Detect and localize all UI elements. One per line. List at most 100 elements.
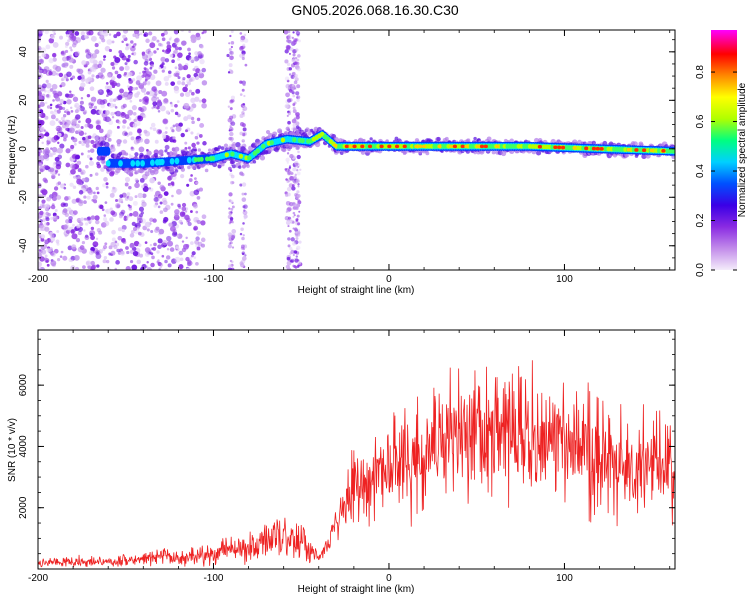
streak-dot	[291, 201, 297, 207]
ridge-halo	[305, 127, 310, 132]
noise-dot	[151, 86, 157, 92]
streak-dot	[296, 190, 300, 194]
noise-dot	[52, 30, 56, 33]
streak-dot	[293, 214, 296, 217]
colorbar-tick-label: 0.2	[695, 213, 706, 227]
noise-dot	[110, 111, 115, 116]
ridge-halo	[272, 131, 278, 137]
noise-dot	[114, 56, 121, 63]
streak-dot	[289, 154, 294, 159]
ridge-halo	[132, 167, 137, 172]
streak-dot	[297, 166, 300, 169]
noise-dot	[132, 211, 139, 217]
noise-dot	[190, 210, 193, 213]
noise-dot	[138, 243, 142, 247]
noise-dot	[153, 204, 157, 208]
noise-dot	[81, 241, 86, 245]
noise-dot	[77, 231, 82, 236]
noise-dot	[184, 210, 188, 213]
streak-dot	[296, 171, 301, 176]
noise-dot	[89, 173, 93, 177]
noise-dot	[107, 137, 112, 142]
ridge-halo	[204, 168, 209, 173]
noise-dot	[157, 259, 160, 262]
noise-dot	[149, 217, 154, 223]
noise-dot	[162, 200, 168, 206]
colorbar: 0.0 0.2 0.4 0.6 0.8 Normalized spectral ampl…	[695, 30, 748, 277]
noise-dot	[89, 66, 95, 72]
noise-dot	[59, 255, 63, 258]
noise-dot	[132, 43, 137, 47]
noise-dot	[187, 81, 192, 86]
ridge-halo	[295, 145, 300, 151]
noise-dot	[110, 250, 116, 256]
noise-dot	[138, 213, 144, 218]
noise-dot	[39, 126, 45, 132]
streak-dot	[296, 230, 301, 235]
noise-dot	[121, 228, 125, 233]
noise-dot	[111, 115, 115, 119]
streak-dot	[285, 92, 290, 98]
noise-dot	[115, 260, 120, 265]
noise-dot	[141, 201, 147, 207]
ridge-green	[199, 156, 204, 162]
noise-dot	[105, 182, 109, 186]
noise-dot	[108, 120, 114, 126]
streak-dot	[241, 197, 247, 202]
noise-dot	[71, 233, 78, 240]
ridge-halo	[535, 150, 542, 156]
noise-dot	[82, 265, 86, 269]
streak-dot	[230, 121, 236, 126]
noise-dot	[100, 67, 106, 73]
noise-dot	[181, 81, 186, 86]
noise-dot	[38, 36, 42, 40]
ridge-halo	[425, 151, 430, 156]
noise-dot	[159, 105, 166, 112]
streak-dot	[292, 167, 297, 172]
streak-dot	[241, 192, 245, 196]
streak-dot	[289, 246, 293, 251]
noise-dot	[87, 150, 91, 153]
noise-dot	[115, 110, 121, 117]
streak-dot	[291, 260, 294, 263]
noise-dot	[94, 49, 100, 55]
noise-dot	[174, 111, 179, 116]
noise-dot	[52, 172, 55, 175]
ridge-peak	[344, 144, 349, 149]
streak-dot	[243, 217, 247, 220]
streak-dot	[292, 31, 295, 34]
noise-dot	[188, 78, 193, 82]
noise-dot	[66, 55, 72, 61]
noise-dot	[77, 120, 81, 124]
streak-dot	[292, 49, 297, 54]
noise-dot	[186, 183, 190, 187]
noise-dot	[58, 72, 64, 78]
noise-dot	[71, 244, 77, 250]
noise-dot	[119, 194, 124, 198]
noise-dot	[129, 243, 135, 249]
noise-dot	[159, 265, 162, 269]
noise-dot	[51, 191, 58, 198]
streak-dot	[297, 54, 301, 58]
streak-dot	[293, 80, 298, 85]
noise-dot	[60, 250, 64, 254]
noise-dot	[46, 263, 50, 267]
noise-dot	[167, 74, 172, 78]
noise-dot	[77, 75, 82, 81]
streak-dot	[292, 123, 297, 128]
noise-dot	[161, 90, 168, 97]
streak-dot	[241, 172, 245, 177]
streak-dot	[292, 264, 295, 268]
noise-dot	[38, 206, 42, 210]
y-tick-label: 20	[18, 94, 29, 106]
streak-dot	[242, 234, 245, 237]
streak-dot	[229, 115, 234, 120]
streak-dot	[230, 180, 234, 185]
spectrogram-noise	[38, 30, 303, 270]
y-tick-label: 0	[18, 146, 29, 152]
streak-dot	[228, 264, 232, 269]
noise-dot	[69, 127, 75, 134]
streak-dot	[242, 139, 245, 142]
noise-dot	[188, 52, 191, 56]
streak-dot	[293, 176, 296, 179]
